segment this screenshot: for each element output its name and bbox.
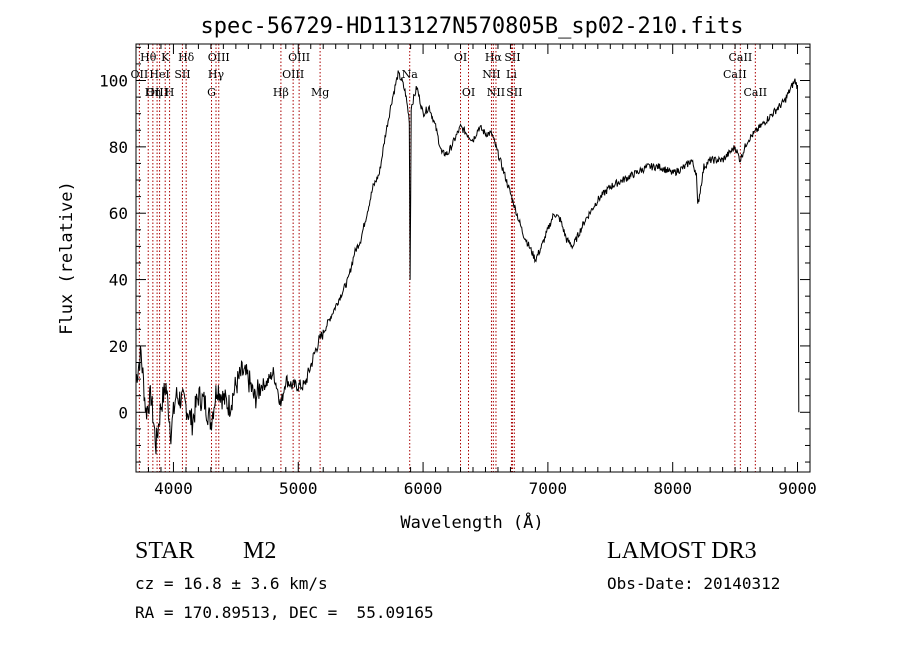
- spectral-line-label: Hθ: [140, 51, 157, 64]
- y-axis-label: Flux (relative): [57, 181, 77, 335]
- spectral-line-label: OIII: [282, 68, 304, 81]
- spectral-line-label: SII: [504, 51, 520, 64]
- x-tick-label: 5000: [279, 479, 318, 498]
- spectral-line-label: Hγ: [208, 68, 225, 81]
- x-tick-label: 7000: [529, 479, 568, 498]
- spectral-line-label: CaII: [743, 86, 767, 99]
- y-tick-label: 100: [99, 71, 128, 90]
- plot-frame: [135, 43, 811, 473]
- object-class: STAR: [135, 538, 195, 564]
- spectral-line-label: OI: [462, 86, 475, 99]
- y-tick-label: 0: [118, 403, 128, 422]
- coordinates: RA = 170.89513, DEC = 55.09165: [135, 603, 434, 622]
- spectral-line-markers: Hθ OII OIII K HeI Hη H SII Hδ OIII Hγ G Hβ OIII OIII Mg…: [131, 44, 767, 472]
- spectral-line-label: Hα: [485, 51, 503, 64]
- redshift-value: cz = 16.8 ± 3.6 km/s: [135, 574, 328, 593]
- spectral-line-label: OIII: [208, 51, 230, 64]
- spectral-line-label: Mg: [311, 86, 329, 99]
- spectrum-line: [135, 70, 800, 455]
- spectral-line-label: SII: [506, 86, 522, 99]
- spectral-line-label: OIII: [288, 51, 310, 64]
- spectral-line-label: K: [161, 51, 170, 64]
- spectral-line-label: Hβ: [273, 86, 289, 99]
- spectral-line-label: OIII: [146, 86, 168, 99]
- spectral-line-label: Na: [402, 68, 419, 81]
- y-tick-label: 20: [109, 337, 128, 356]
- spectral-line-label: CaII: [729, 51, 753, 64]
- spectral-line-label: HeI: [149, 68, 169, 81]
- x-tick-label: 4000: [154, 479, 193, 498]
- x-tick-label: 6000: [404, 479, 443, 498]
- spectral-line-label: Hδ: [178, 51, 195, 64]
- spectral-line-label: OI: [454, 51, 467, 64]
- spectral-line-label: Hη: [145, 86, 161, 99]
- object-subclass: M2: [243, 538, 277, 564]
- survey-name: LAMOST DR3: [607, 538, 757, 564]
- spectral-line-label: NII: [482, 68, 500, 81]
- y-tick-label: 80: [109, 138, 128, 157]
- spectral-line-label: SII: [174, 68, 190, 81]
- spectral-line-label: CaII: [723, 68, 747, 81]
- chart-title: spec-56729-HD113127N570805B_sp02-210.fit…: [200, 14, 743, 39]
- axes: 4000 5000 6000 7000 8000 9000 0 20 40 60 80 100: [99, 44, 817, 498]
- spectral-line-label: NII: [487, 86, 505, 99]
- x-axis-label: Wavelength (Å): [400, 511, 543, 533]
- observation-date: Obs-Date: 20140312: [607, 574, 781, 593]
- x-tick-label: 8000: [653, 479, 692, 498]
- spectral-line-label: G: [207, 86, 216, 99]
- spectral-line-label: Li: [506, 68, 517, 81]
- y-tick-label: 40: [109, 271, 128, 290]
- spectral-line-label: H: [165, 86, 175, 99]
- x-tick-label: 9000: [778, 479, 817, 498]
- spectrum-series: [135, 70, 800, 455]
- y-tick-label: 60: [109, 204, 128, 223]
- spectral-line-label: OII: [131, 68, 149, 81]
